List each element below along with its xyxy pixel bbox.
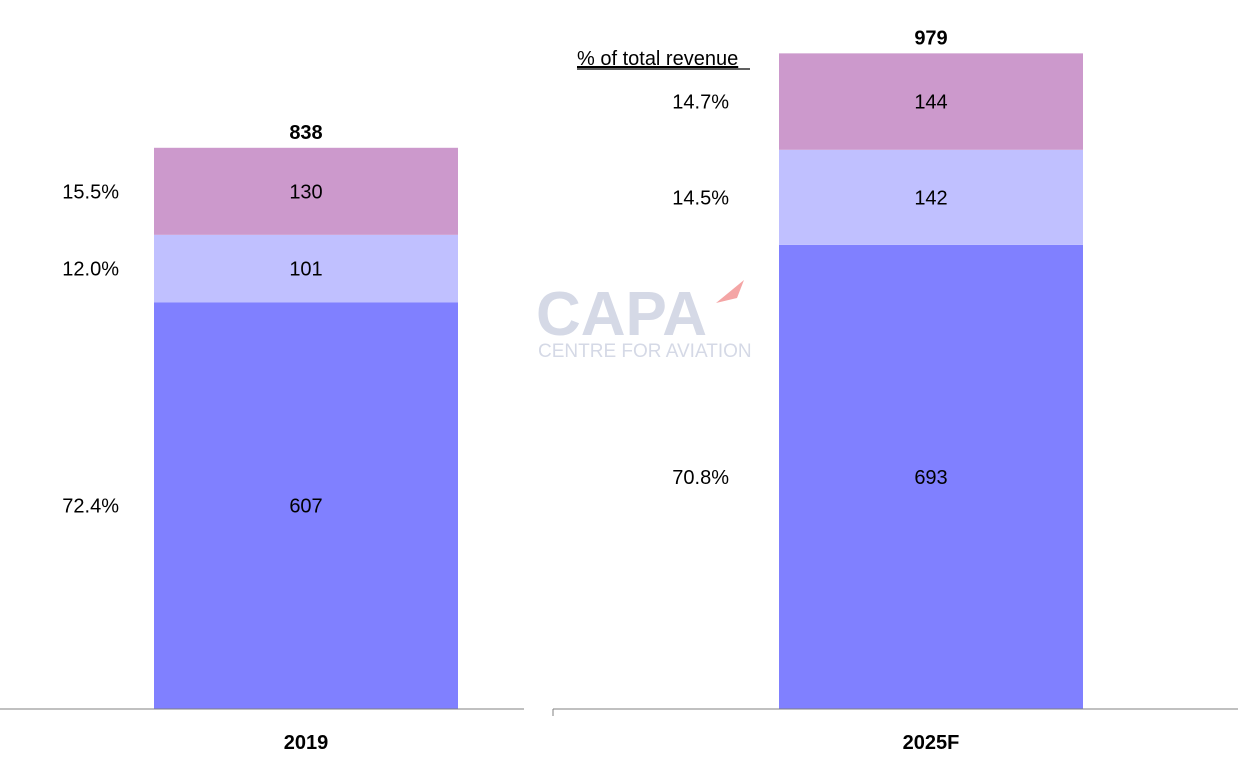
percent-label-2025F-1: 14.5% — [672, 187, 729, 209]
bar-segment-2019-0 — [154, 302, 458, 709]
total-label-2019: 838 — [289, 122, 322, 144]
percent-label-2019-1: 12.0% — [62, 259, 119, 281]
value-label-2025F-0: 693 — [914, 467, 947, 489]
total-label-2025F: 979 — [914, 27, 947, 49]
bar-segment-2019-1 — [154, 234, 458, 303]
watermark-brand: CAPA — [536, 280, 707, 349]
percent-label-2025F-0: 70.8% — [672, 467, 729, 489]
value-label-2019-2: 130 — [289, 181, 322, 203]
bar-segment-2019-2 — [154, 147, 458, 235]
percent-of-revenue-note: % of total revenue — [577, 48, 738, 70]
value-label-2025F-1: 142 — [914, 187, 947, 209]
bar-segment-2025F-1 — [779, 149, 1083, 245]
value-label-2019-0: 607 — [289, 496, 322, 518]
value-label-2025F-2: 144 — [914, 92, 947, 114]
value-label-2019-1: 101 — [289, 259, 322, 281]
capa-watermark: CAPA CENTRE FOR AVIATION — [536, 280, 752, 362]
watermark-swoosh-icon — [716, 280, 744, 303]
bar-segment-2025F-0 — [779, 244, 1083, 710]
category-label-2025F: 2025F — [903, 732, 960, 754]
watermark-tagline: CENTRE FOR AVIATION — [538, 341, 752, 362]
bar-segment-2025F-2 — [779, 53, 1083, 150]
percent-label-2025F-2: 14.7% — [672, 92, 729, 114]
percent-label-2019-0: 72.4% — [62, 496, 119, 518]
percent-label-2019-2: 15.5% — [62, 181, 119, 203]
category-label-2019: 2019 — [284, 732, 329, 754]
